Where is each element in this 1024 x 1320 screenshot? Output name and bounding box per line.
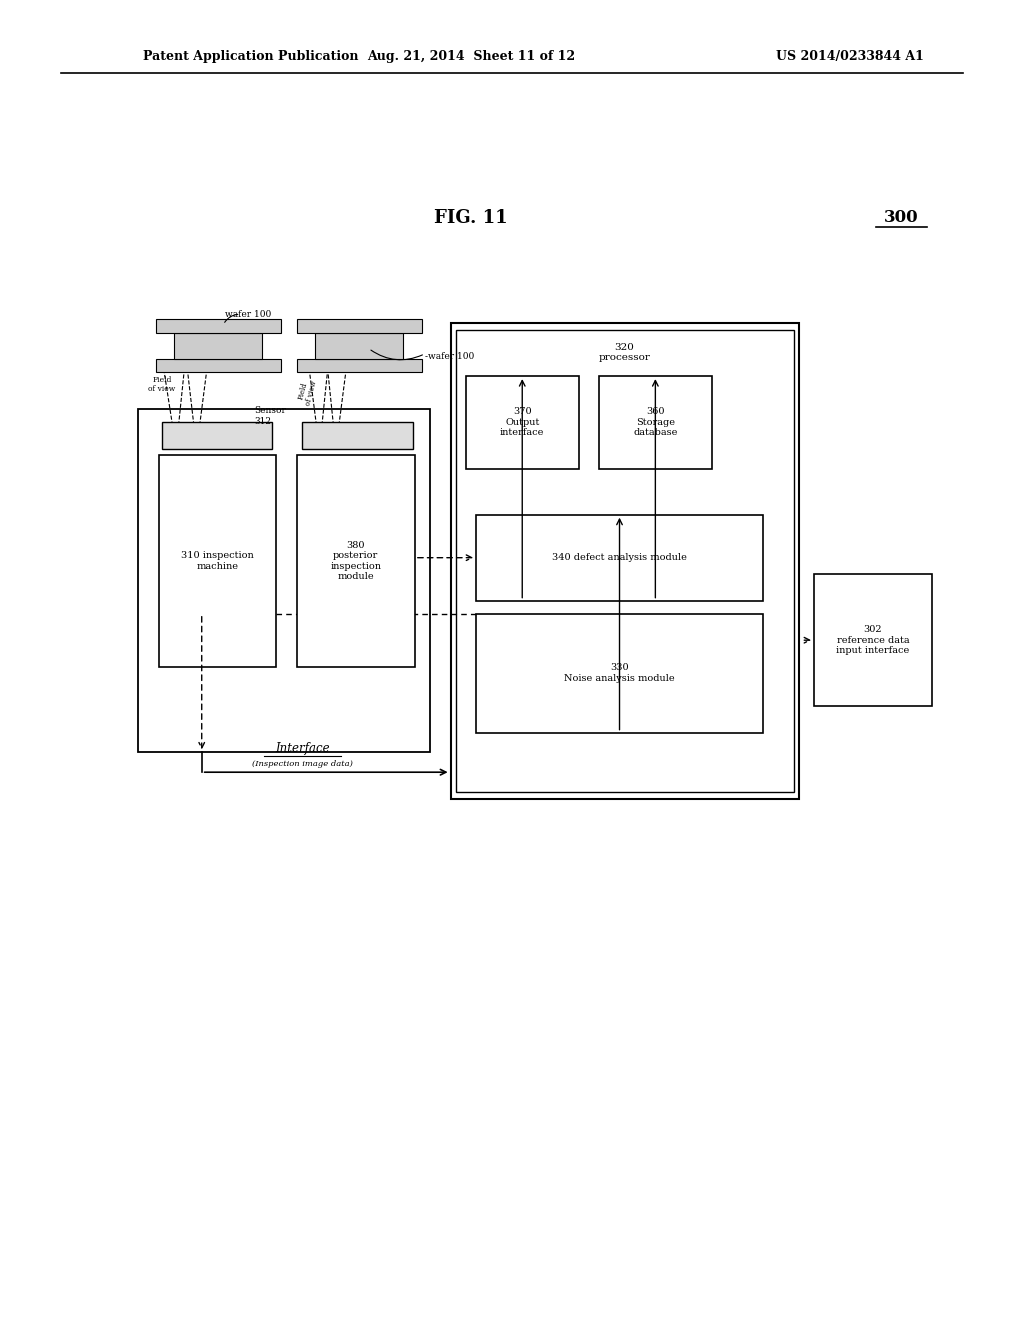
Text: Aug. 21, 2014  Sheet 11 of 12: Aug. 21, 2014 Sheet 11 of 12: [367, 50, 575, 63]
Text: 310 inspection
machine: 310 inspection machine: [181, 552, 254, 570]
Text: -wafer 100: -wafer 100: [425, 352, 474, 360]
FancyBboxPatch shape: [315, 333, 403, 359]
Text: Sensor
312: Sensor 312: [254, 407, 286, 425]
Text: US 2014/0233844 A1: US 2014/0233844 A1: [776, 50, 924, 63]
FancyBboxPatch shape: [156, 359, 281, 372]
FancyBboxPatch shape: [466, 376, 579, 469]
FancyBboxPatch shape: [162, 422, 272, 449]
FancyBboxPatch shape: [297, 319, 422, 333]
FancyBboxPatch shape: [159, 455, 276, 667]
Text: Field
of view: Field of view: [296, 378, 318, 407]
Text: 340 defect analysis module: 340 defect analysis module: [552, 553, 687, 562]
Text: 300: 300: [884, 210, 919, 226]
FancyBboxPatch shape: [456, 330, 794, 792]
Text: wafer 100: wafer 100: [225, 310, 271, 318]
Text: FIG. 11: FIG. 11: [434, 209, 508, 227]
FancyBboxPatch shape: [451, 323, 799, 799]
FancyBboxPatch shape: [297, 455, 415, 667]
Text: 370
Output
interface: 370 Output interface: [500, 408, 545, 437]
Text: 320
processor: 320 processor: [599, 343, 650, 362]
FancyBboxPatch shape: [174, 333, 262, 359]
Text: 330
Noise analysis module: 330 Noise analysis module: [564, 664, 675, 682]
FancyBboxPatch shape: [297, 359, 422, 372]
Text: Field
of view: Field of view: [148, 376, 175, 393]
Text: 380
posterior
inspection
module: 380 posterior inspection module: [331, 541, 381, 581]
Text: (Inspection image data): (Inspection image data): [252, 760, 352, 768]
FancyBboxPatch shape: [599, 376, 712, 469]
FancyBboxPatch shape: [476, 515, 763, 601]
FancyBboxPatch shape: [814, 574, 932, 706]
FancyBboxPatch shape: [156, 319, 281, 333]
Text: 360
Storage
database: 360 Storage database: [633, 408, 678, 437]
Text: Patent Application Publication: Patent Application Publication: [143, 50, 358, 63]
FancyBboxPatch shape: [476, 614, 763, 733]
Text: Interface: Interface: [274, 742, 330, 755]
Text: 302
reference data
input interface: 302 reference data input interface: [837, 626, 909, 655]
FancyBboxPatch shape: [302, 422, 413, 449]
